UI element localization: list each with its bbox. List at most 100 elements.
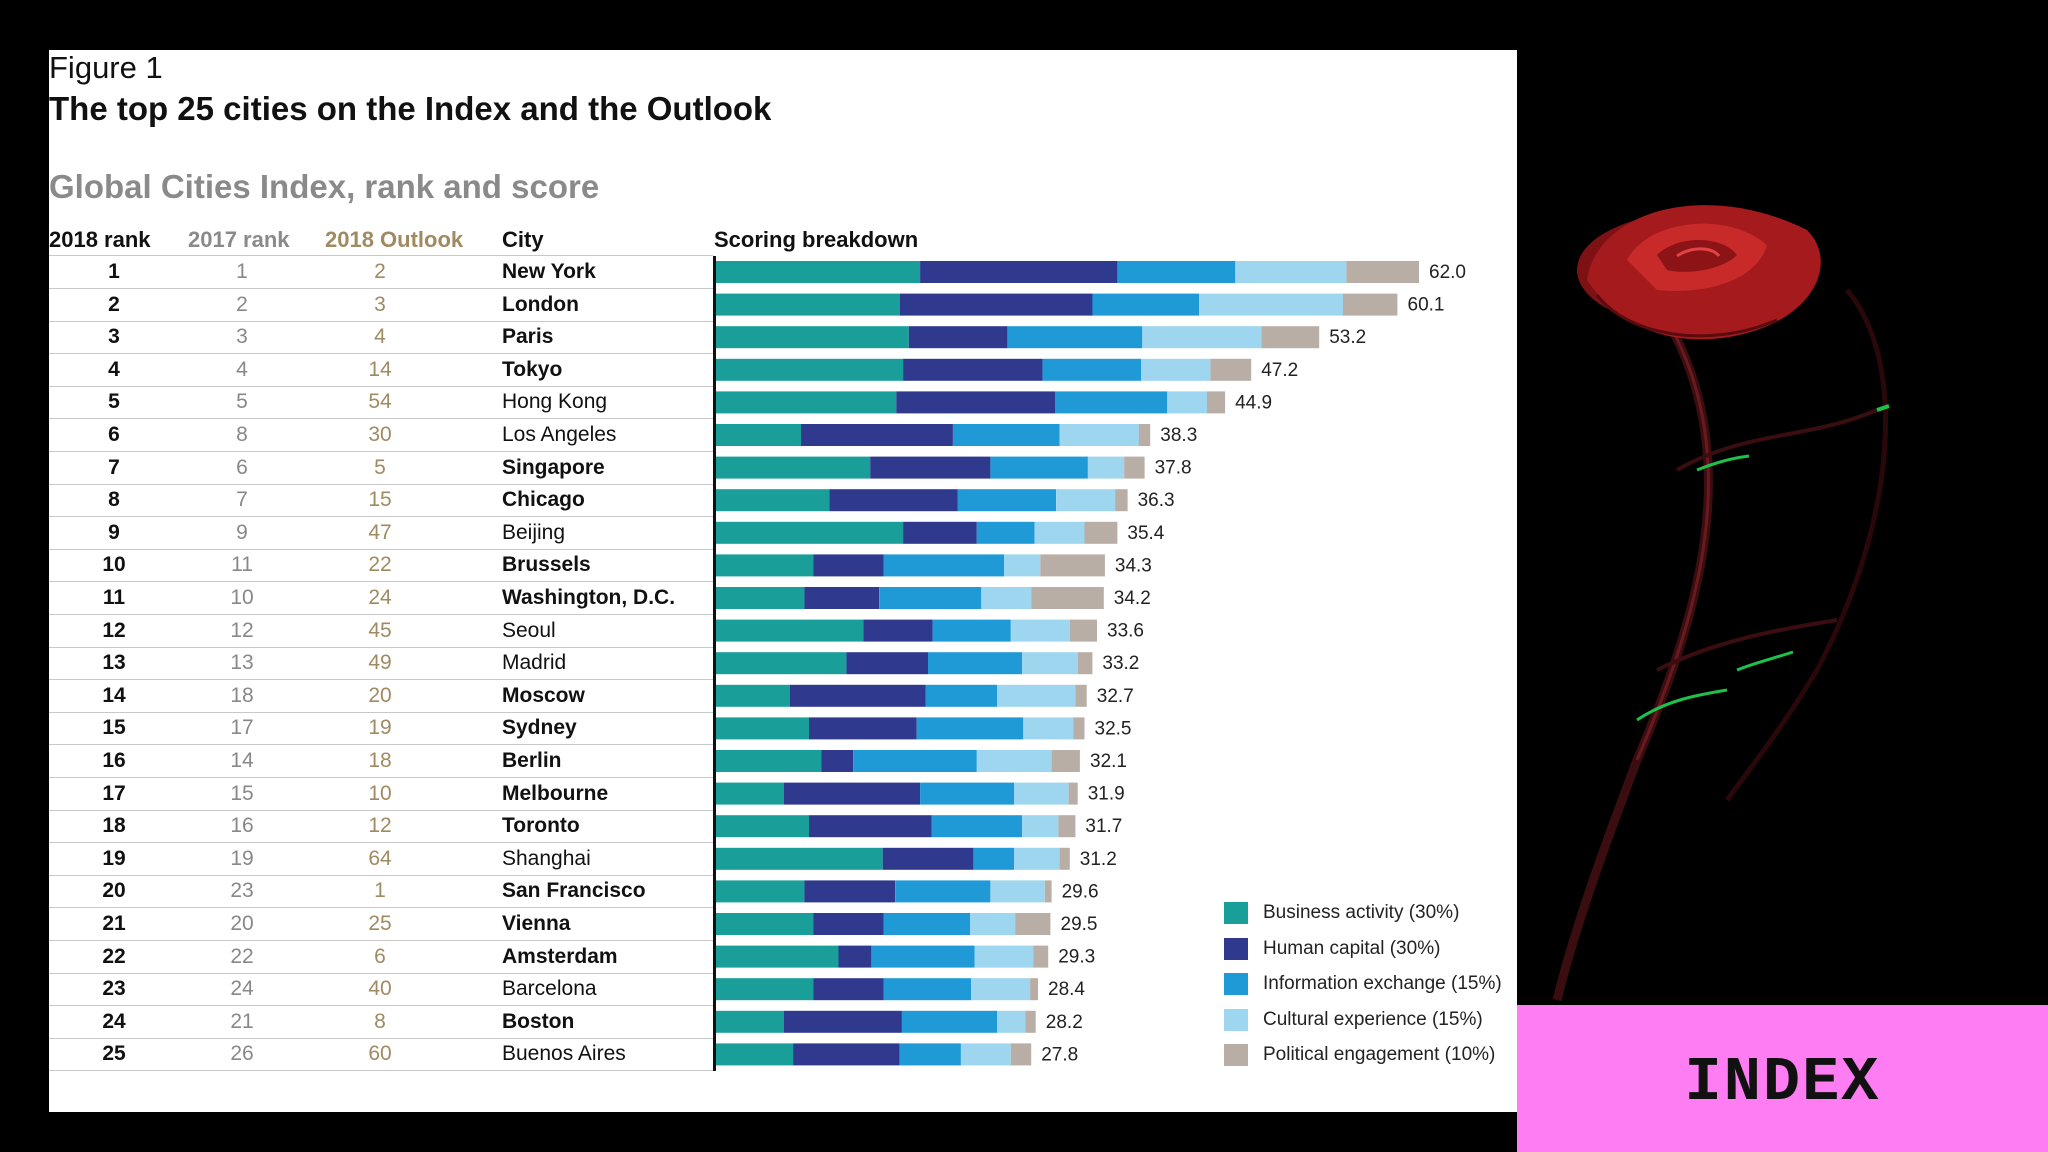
table-row: 5 5 54 Hong Kong bbox=[49, 386, 713, 420]
bar-segment-information bbox=[990, 456, 1088, 479]
rank-2017-cell: 9 bbox=[236, 520, 248, 544]
bar-segment-cultural bbox=[976, 750, 1052, 772]
bar-segment-business bbox=[716, 554, 814, 577]
outlook-2018-cell: 5 bbox=[374, 455, 386, 479]
rank-2018-cell: 4 bbox=[108, 357, 120, 381]
bar-segment-information bbox=[853, 750, 977, 772]
legend-label: Business activity (30%) bbox=[1263, 902, 1460, 923]
table-row: 21 20 25 Vienna bbox=[49, 908, 713, 941]
outlook-2018-cell: 49 bbox=[368, 651, 392, 675]
header-city: City bbox=[502, 227, 544, 252]
bar-segment-human bbox=[882, 847, 974, 870]
bar-segment-political bbox=[1346, 261, 1419, 283]
scoring-breakdown-chart: 62.0 60.1 53.2 47.2 44.9 38.3 37.8 36.3 35.4 34.3… bbox=[716, 261, 1466, 1066]
rank-2018-cell: 16 bbox=[102, 749, 126, 772]
total-score-label: 27.8 bbox=[1041, 1044, 1078, 1065]
bar-segment-human bbox=[821, 750, 854, 772]
index-label: INDEX bbox=[1684, 1047, 1881, 1118]
figure-label: Figure 1 bbox=[49, 50, 163, 85]
city-name-cell: Brussels bbox=[502, 553, 591, 577]
bar-segment-business bbox=[716, 782, 784, 805]
bar-segment-human bbox=[813, 978, 884, 1001]
rank-2017-cell: 21 bbox=[230, 1009, 254, 1033]
rank-2018-cell: 2 bbox=[108, 292, 120, 316]
bar-segment-information bbox=[1092, 293, 1199, 316]
header-2018-rank: 2018 rank bbox=[49, 227, 151, 252]
chart-title: The top 25 cities on the Index and the O… bbox=[49, 90, 772, 127]
bar-segment-business bbox=[716, 945, 839, 968]
bar-segment-business bbox=[716, 847, 883, 870]
bar-segment-political bbox=[1210, 358, 1252, 381]
bar-segment-information bbox=[973, 847, 1015, 870]
bar-segment-cultural bbox=[1034, 521, 1085, 544]
bar-segment-political bbox=[1033, 945, 1049, 968]
rank-2017-cell: 26 bbox=[230, 1042, 254, 1066]
bar-segment-cultural bbox=[1059, 424, 1139, 446]
rank-2018-cell: 20 bbox=[102, 879, 126, 903]
bar-segment-information bbox=[902, 1010, 998, 1033]
legend-label: Political engagement (10%) bbox=[1263, 1044, 1496, 1065]
table-row: 23 24 40 Barcelona bbox=[49, 973, 713, 1007]
bar-segment-human bbox=[903, 358, 1043, 381]
bar-segment-cultural bbox=[1014, 847, 1060, 870]
rank-2018-cell: 8 bbox=[108, 488, 120, 512]
chart-subtitle: Global Cities Index, rank and score bbox=[49, 168, 600, 205]
outlook-2018-cell: 30 bbox=[368, 423, 392, 446]
table-row: 24 21 8 Boston bbox=[49, 1006, 713, 1039]
legend-label: Human capital (30%) bbox=[1263, 937, 1441, 959]
bar-segment-human bbox=[784, 782, 921, 805]
bar-segment-business bbox=[716, 717, 809, 740]
outlook-2018-cell: 64 bbox=[368, 846, 392, 870]
bar-segment-business bbox=[716, 750, 822, 772]
bar-segment-human bbox=[896, 391, 1055, 414]
outlook-2018-cell: 10 bbox=[368, 781, 392, 805]
city-name-cell: London bbox=[502, 292, 579, 316]
total-score-label: 29.6 bbox=[1062, 881, 1099, 902]
index-banner: INDEX bbox=[1517, 1005, 2048, 1152]
bar-segment-information bbox=[931, 815, 1023, 838]
rank-2018-cell: 13 bbox=[102, 651, 126, 675]
bar-segment-information bbox=[925, 684, 998, 707]
total-score-label: 62.0 bbox=[1429, 262, 1466, 283]
outlook-2018-cell: 15 bbox=[368, 488, 392, 512]
red-rose-icon bbox=[1552, 205, 1890, 1002]
bar-segment-business bbox=[716, 1010, 784, 1033]
bar-segment-political bbox=[1044, 880, 1052, 903]
outlook-2018-cell: 8 bbox=[374, 1009, 386, 1033]
header-2017-rank: 2017 rank bbox=[188, 227, 290, 252]
bar-segment-human bbox=[784, 1010, 902, 1033]
bar-segment-cultural bbox=[990, 880, 1045, 903]
rank-2018-cell: 25 bbox=[102, 1042, 126, 1066]
bar-segment-political bbox=[1115, 489, 1128, 512]
bar-segment-human bbox=[829, 489, 958, 512]
bar-segment-political bbox=[1077, 652, 1093, 675]
outlook-2018-cell: 3 bbox=[374, 292, 386, 316]
rank-2018-cell: 3 bbox=[108, 325, 120, 349]
city-name-cell: San Francisco bbox=[502, 879, 646, 903]
outlook-2018-cell: 6 bbox=[374, 944, 386, 968]
rank-2018-cell: 12 bbox=[102, 618, 126, 642]
city-name-cell: New York bbox=[502, 260, 596, 283]
rank-2018-cell: 15 bbox=[102, 716, 126, 740]
legend-swatch bbox=[1224, 902, 1248, 924]
table-row: 20 23 1 San Francisco bbox=[49, 875, 713, 909]
table-row: 8 7 15 Chicago bbox=[49, 484, 713, 518]
table-row: 17 15 10 Melbourne bbox=[49, 778, 713, 811]
rank-2017-cell: 12 bbox=[230, 618, 254, 642]
rank-2017-cell: 23 bbox=[230, 879, 254, 903]
total-score-label: 28.4 bbox=[1048, 979, 1085, 1000]
bar-segment-information bbox=[883, 978, 972, 1001]
outlook-2018-cell: 22 bbox=[368, 553, 392, 577]
bar-segment-political bbox=[1207, 391, 1226, 414]
bar-segment-political bbox=[1051, 750, 1080, 772]
table-row: 3 3 4 Paris bbox=[49, 321, 713, 355]
rank-2018-cell: 18 bbox=[102, 814, 126, 838]
city-name-cell: Shanghai bbox=[502, 846, 591, 870]
rank-2018-cell: 17 bbox=[102, 781, 126, 805]
outlook-2018-cell: 2 bbox=[374, 260, 386, 283]
total-score-label: 44.9 bbox=[1235, 392, 1272, 413]
total-score-label: 35.4 bbox=[1127, 523, 1164, 544]
rank-2018-cell: 7 bbox=[108, 455, 120, 479]
bar-segment-cultural bbox=[1004, 554, 1041, 577]
bar-segment-human bbox=[838, 945, 872, 968]
